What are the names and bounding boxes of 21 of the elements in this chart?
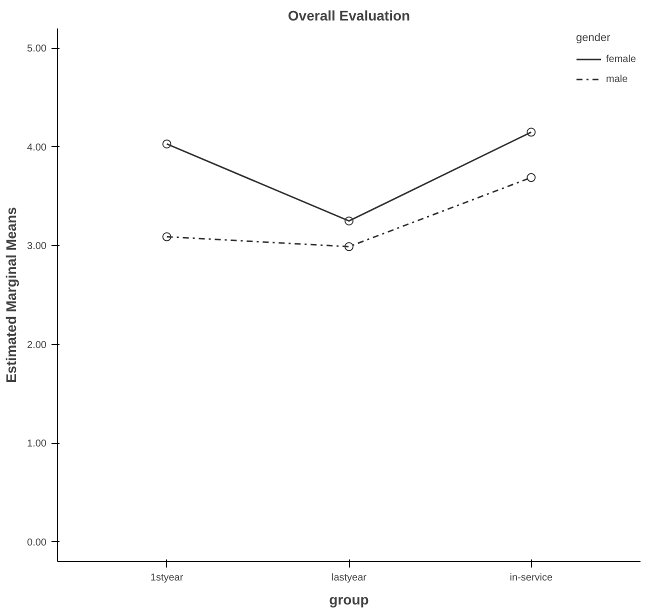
point — [344, 216, 354, 226]
x-axis-title: group — [329, 592, 369, 608]
y-tick-label: 4.00 — [27, 142, 47, 154]
x-tick-label: 1styear — [150, 572, 184, 584]
point — [526, 173, 536, 182]
y-tick-label: 3.00 — [27, 241, 47, 252]
y-tick-label: 5.00 — [27, 44, 47, 55]
x-tick-label: lastyear — [331, 572, 368, 584]
y-axis-title: Estimated Marginal Means — [3, 206, 20, 383]
point — [344, 242, 354, 252]
chart-title: Overall Evaluation — [288, 8, 410, 24]
point — [162, 139, 172, 148]
y-tick-label: 0.00 — [27, 537, 47, 548]
legend-title: gender — [576, 32, 612, 44]
y-tick-label: 1.00 — [27, 438, 47, 450]
legend-label: female — [606, 54, 636, 64]
point — [162, 232, 172, 242]
point — [526, 128, 536, 137]
legend-label: male — [606, 74, 628, 84]
x-tick-label: in-service — [510, 572, 554, 584]
y-tick-label: 2.00 — [27, 340, 47, 351]
